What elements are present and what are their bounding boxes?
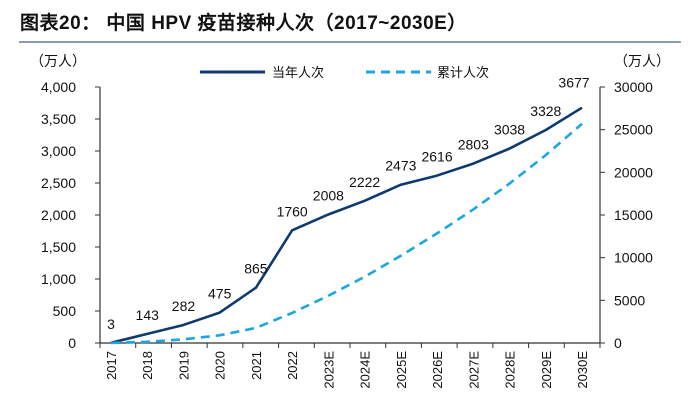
x-tick-label: 2021 bbox=[249, 351, 264, 380]
data-label: 2616 bbox=[421, 149, 452, 165]
legend-label-2: 累计人次 bbox=[437, 65, 489, 80]
series-line-2 bbox=[110, 122, 583, 345]
x-tick-label: 2030E bbox=[575, 351, 590, 389]
y-right-tick-label: 20000 bbox=[614, 164, 653, 180]
y-left-tick-label: 500 bbox=[53, 303, 77, 319]
y-right-tick-label: 0 bbox=[614, 335, 622, 351]
y-left-tick-label: 1,500 bbox=[41, 239, 76, 255]
data-label: 865 bbox=[244, 261, 268, 277]
data-label: 2008 bbox=[313, 187, 344, 203]
data-label: 2803 bbox=[458, 137, 489, 153]
data-label: 1760 bbox=[277, 203, 308, 219]
data-label: 3677 bbox=[558, 75, 589, 91]
y-right-tick-label: 25000 bbox=[614, 122, 653, 138]
y-right-tick-label: 15000 bbox=[614, 207, 653, 223]
x-tick-label: 2020 bbox=[213, 351, 228, 380]
data-label: 2473 bbox=[385, 158, 416, 174]
y-left-tick-label: 3,500 bbox=[41, 111, 76, 127]
data-label: 3328 bbox=[530, 103, 561, 119]
y-left-tick-label: 2,000 bbox=[41, 207, 76, 223]
x-tick-label: 2028E bbox=[503, 351, 518, 389]
x-tick-label: 2019 bbox=[176, 351, 191, 380]
x-tick-label: 2023E bbox=[321, 351, 336, 389]
legend-label-1: 当年人次 bbox=[272, 65, 324, 80]
y-right-axis-label: （万人） bbox=[614, 53, 670, 69]
x-tick-label: 2029E bbox=[539, 351, 554, 389]
y-left-tick-label: 1,000 bbox=[41, 271, 76, 287]
y-right-tick-label: 30000 bbox=[614, 79, 653, 95]
y-left-tick-label: 4,000 bbox=[41, 79, 76, 95]
x-tick-label: 2022 bbox=[285, 351, 300, 380]
title-divider bbox=[19, 41, 681, 43]
y-left-tick-label: 2,500 bbox=[41, 175, 76, 191]
y-right-tick-label: 5000 bbox=[614, 292, 645, 308]
data-label: 3038 bbox=[494, 122, 525, 138]
data-label: 143 bbox=[136, 307, 160, 323]
data-label: 3 bbox=[107, 316, 115, 332]
y-left-tick-label: 0 bbox=[68, 335, 76, 351]
series-line-1 bbox=[110, 106, 583, 345]
x-tick-label: 2027E bbox=[466, 351, 481, 389]
x-tick-label: 2026E bbox=[430, 351, 445, 389]
data-label: 282 bbox=[172, 298, 196, 314]
x-tick-label: 2024E bbox=[358, 351, 373, 389]
x-tick-label: 2017 bbox=[104, 351, 119, 380]
y-left-axis-label: （万人） bbox=[30, 53, 86, 69]
data-label: 475 bbox=[208, 286, 232, 302]
y-left-tick-label: 3,000 bbox=[41, 143, 76, 159]
x-tick-label: 2025E bbox=[394, 351, 409, 389]
data-label: 2222 bbox=[349, 174, 380, 190]
x-tick-label: 2018 bbox=[140, 351, 155, 380]
chart-title: 图表20： 中国 HPV 疫苗接种人次（2017~2030E） bbox=[20, 13, 467, 34]
y-right-tick-label: 10000 bbox=[614, 250, 653, 266]
